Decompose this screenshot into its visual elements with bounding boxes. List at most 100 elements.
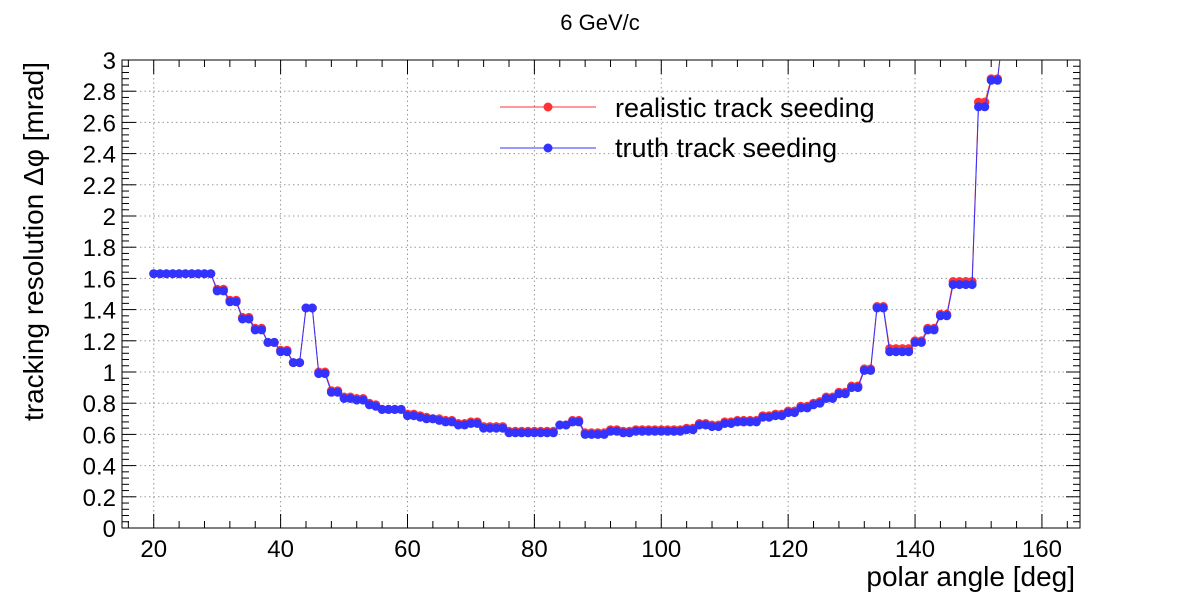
- data-point-truth: [390, 404, 400, 414]
- data-point-truth: [828, 394, 838, 403]
- data-point-truth: [948, 280, 958, 290]
- data-point-truth: [244, 314, 254, 324]
- data-point-truth: [555, 420, 565, 430]
- y-tick-label: 1.4: [83, 298, 116, 325]
- legend-marker-truth: [543, 143, 553, 153]
- legend: realistic track seeding truth track seed…: [500, 93, 875, 163]
- data-point-truth: [180, 269, 190, 279]
- plot-frame: [121, 59, 1081, 529]
- data-point-truth: [885, 347, 895, 357]
- data-point-truth: [219, 286, 228, 296]
- data-point-truth: [548, 428, 558, 438]
- data-point-truth: [834, 389, 844, 399]
- y-tick-label: 1.6: [83, 266, 116, 293]
- data-point-truth: [568, 417, 577, 427]
- chart-title: 6 GeV/c: [560, 10, 639, 35]
- data-point-truth: [790, 408, 799, 418]
- y-tick-label: 0.4: [83, 454, 116, 481]
- data-point-truth: [993, 75, 1002, 85]
- y-tick-label: 2: [103, 204, 116, 231]
- data-point-truth: [333, 387, 343, 397]
- series-layer: [149, 60, 1002, 439]
- data-point-truth: [878, 303, 888, 313]
- data-point-truth: [529, 428, 539, 438]
- y-tick-label: 0.8: [83, 391, 116, 418]
- y-tick-label: 1: [103, 360, 116, 387]
- data-point-truth: [326, 387, 336, 397]
- data-point-truth: [859, 365, 869, 375]
- data-point-truth: [491, 423, 501, 433]
- data-point-truth: [542, 428, 552, 438]
- x-tick-label: 120: [768, 536, 808, 563]
- data-point-truth: [897, 347, 907, 357]
- data-point-truth: [301, 303, 311, 313]
- data-point-truth: [257, 325, 267, 335]
- y-axis-label: tracking resolution Δφ [mrad]: [18, 62, 49, 421]
- y-tick-label: 0.2: [83, 485, 116, 512]
- data-point-truth: [479, 423, 489, 433]
- data-point-truth: [688, 425, 698, 435]
- data-point-truth: [580, 429, 590, 439]
- data-point-truth: [339, 394, 349, 403]
- data-point-truth: [276, 347, 286, 357]
- legend-label-realistic: realistic track seeding: [615, 93, 875, 123]
- axes: 20 40 60 80 100 120 140 160 0 0.2 0.4 0.6 0.8 1 1.2 1.4…: [83, 48, 1080, 563]
- data-point-truth: [739, 417, 749, 427]
- x-tick-label: 140: [895, 536, 935, 563]
- data-point-truth: [485, 423, 495, 433]
- data-point-truth: [821, 394, 831, 403]
- data-point-truth: [942, 311, 952, 321]
- data-point-truth: [377, 404, 387, 414]
- y-tick-label: 2.4: [83, 142, 116, 169]
- data-point-truth: [504, 428, 514, 438]
- y-tick-label: 2.6: [83, 110, 116, 137]
- data-point-truth: [472, 419, 482, 428]
- data-point-truth: [212, 286, 222, 296]
- data-point-truth: [295, 358, 305, 368]
- data-point-truth: [155, 269, 165, 279]
- data-point-truth: [269, 337, 279, 347]
- data-point-truth: [783, 408, 793, 418]
- data-point-truth: [980, 102, 990, 112]
- data-point-truth: [200, 269, 209, 279]
- data-point-truth: [910, 337, 920, 347]
- data-point-truth: [161, 269, 171, 279]
- data-point-truth: [663, 426, 673, 436]
- data-point-truth: [904, 347, 914, 357]
- data-point-truth: [796, 403, 806, 413]
- data-point-truth: [288, 358, 298, 368]
- y-tick-label: 1.2: [83, 329, 116, 356]
- data-point-truth: [732, 417, 742, 427]
- y-tick-label: 1.8: [83, 235, 116, 262]
- data-point-truth: [263, 337, 273, 347]
- data-point-truth: [974, 102, 983, 112]
- y-tick-label: 0: [103, 516, 116, 543]
- data-point-truth: [453, 420, 463, 430]
- data-point-truth: [707, 422, 717, 432]
- data-point-truth: [593, 429, 603, 439]
- y-tick-label: 2.8: [83, 79, 116, 106]
- data-point-truth: [656, 426, 666, 436]
- data-point-truth: [866, 365, 876, 375]
- data-point-truth: [745, 417, 755, 427]
- data-point-truth: [206, 269, 216, 279]
- x-tick-label: 100: [641, 536, 681, 563]
- data-point-truth: [225, 297, 235, 307]
- data-point-truth: [510, 428, 520, 438]
- legend-marker-realistic: [543, 102, 553, 112]
- data-point-truth: [231, 297, 241, 307]
- data-point-truth: [466, 419, 476, 428]
- y-tick-label: 2.2: [83, 173, 116, 200]
- data-point-truth: [238, 314, 247, 324]
- data-point-truth: [314, 369, 324, 379]
- data-point-truth: [644, 426, 654, 436]
- data-point-truth: [320, 369, 330, 379]
- data-point-truth: [961, 280, 971, 290]
- data-point-truth: [352, 395, 362, 405]
- data-point-truth: [923, 325, 933, 335]
- data-point-truth: [517, 428, 527, 438]
- x-axis-label: polar angle [deg]: [866, 561, 1075, 592]
- data-point-truth: [694, 420, 704, 430]
